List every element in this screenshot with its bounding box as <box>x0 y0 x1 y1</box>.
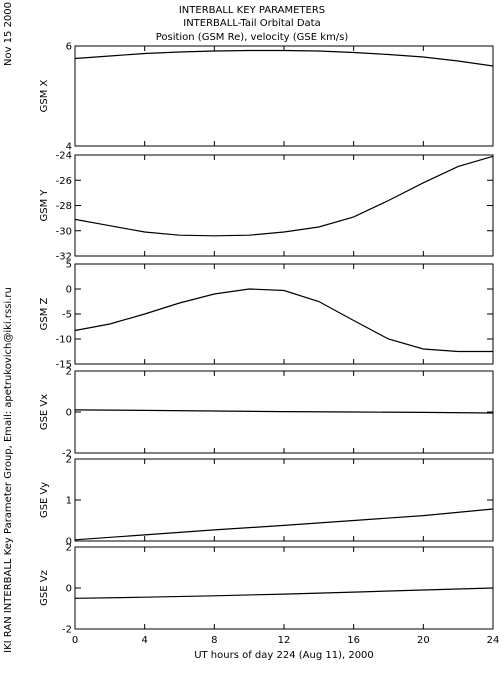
xtick-label: 0 <box>72 635 78 646</box>
gsm-z-ylabel: GSM Z <box>39 297 50 330</box>
gsm-y-ytick-label: -30 <box>56 226 72 237</box>
gse-vx-ytick-label: -2 <box>62 449 72 460</box>
gse-vz-ytick-label: -2 <box>62 625 72 636</box>
xtick-label: 24 <box>487 635 500 646</box>
xtick-label: 20 <box>417 635 430 646</box>
gsm-y-ytick-label: -28 <box>56 201 72 212</box>
header-title: INTERBALL KEY PARAMETERS <box>179 5 325 16</box>
xtick-label: 16 <box>347 635 360 646</box>
gsm-x-ylabel: GSM X <box>39 79 50 112</box>
gse-vz-panel-frame <box>74 546 494 630</box>
gse-vz-ytick-label: 2 <box>66 543 72 554</box>
header-subtitle: INTERBALL-Tail Orbital Data <box>183 18 320 29</box>
gse-vy-panel-frame <box>74 458 494 542</box>
gse-vz-ytick-label: 0 <box>66 584 72 595</box>
gse-vy-ytick-label: 1 <box>66 496 72 507</box>
gsm-z-ytick-label: -10 <box>56 335 72 346</box>
date-label: Nov 15 2000 <box>3 2 14 66</box>
gsm-z-ytick-label: 0 <box>66 285 72 296</box>
gsm-y-ytick-label: -32 <box>56 252 72 263</box>
x-axis-label: UT hours of day 224 (Aug 11), 2000 <box>194 650 374 661</box>
xtick-label: 8 <box>211 635 217 646</box>
gse-vx-ylabel: GSE Vx <box>39 394 50 430</box>
gse-vx-ytick-label: 0 <box>66 408 72 419</box>
credit-label: IKI RAN INTERBALL Key Parameter Group, E… <box>3 287 14 653</box>
gse-vy-ytick-label: 2 <box>66 455 72 466</box>
gsm-x-ytick-label: 4 <box>66 142 72 153</box>
gse-vx-ytick-label: 2 <box>66 367 72 378</box>
gsm-x-panel-frame <box>74 45 494 147</box>
gsm-z-ytick-label: 5 <box>66 260 72 271</box>
gsm-y-panel-frame <box>74 154 494 257</box>
gsm-x-ytick-label: 6 <box>66 42 72 53</box>
gse-vy-series-line <box>74 508 494 541</box>
gsm-x-series-line <box>74 49 494 67</box>
gsm-z-ytick-label: -5 <box>62 310 72 321</box>
gse-vy-ytick-label: 0 <box>66 537 72 548</box>
xtick-label: 12 <box>278 635 291 646</box>
gsm-y-ytick-label: -26 <box>56 176 72 187</box>
gsm-y-ytick-label: -24 <box>56 151 72 162</box>
header-description: Position (GSM Re), velocity (GSE km/s) <box>156 32 349 43</box>
gse-vx-series-line <box>74 409 494 414</box>
gsm-y-series-line <box>74 155 494 237</box>
gse-vz-series-line <box>74 587 494 599</box>
gse-vy-ylabel: GSE Vy <box>39 482 50 518</box>
gsm-z-ytick-label: -15 <box>56 360 72 371</box>
gsm-y-ylabel: GSM Y <box>39 189 50 222</box>
gsm-z-series-line <box>74 288 493 353</box>
gse-vz-ylabel: GSE Vz <box>39 570 50 606</box>
xtick-label: 4 <box>141 635 147 646</box>
